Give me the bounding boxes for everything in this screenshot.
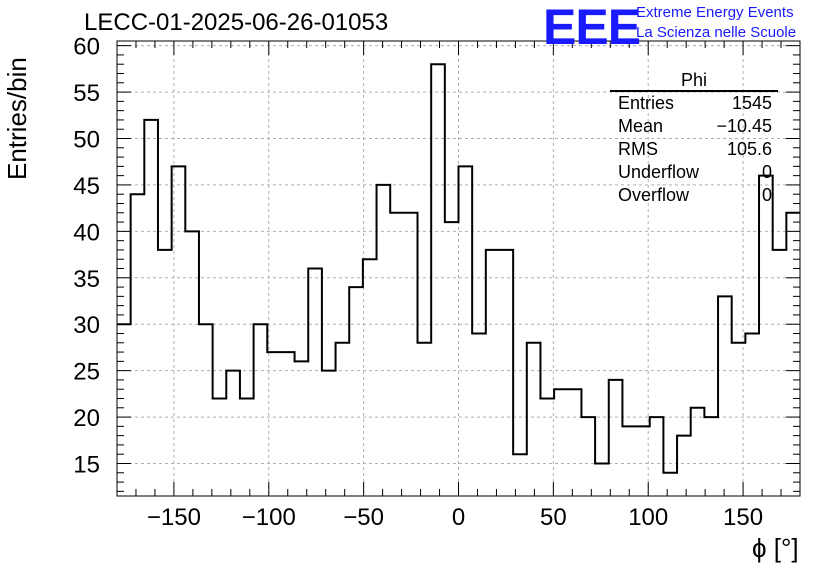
y-tick-label: 15 (73, 452, 100, 479)
histogram-bin (240, 399, 254, 497)
histogram-bin (295, 361, 309, 496)
histogram-bin (308, 269, 322, 497)
histogram-bin (472, 334, 486, 497)
y-tick-label: 25 (73, 359, 100, 386)
histogram-bin (213, 399, 227, 497)
histogram-bin (677, 436, 691, 496)
histogram-bin (144, 120, 158, 496)
histogram-bin (185, 231, 199, 496)
stats-value: −10.45 (716, 116, 772, 136)
x-tick-label: −150 (147, 504, 201, 531)
histogram-bin (267, 352, 281, 496)
x-tick-label: 0 (452, 504, 465, 531)
x-tick-label: −50 (343, 504, 384, 531)
histogram-bin (540, 399, 554, 497)
histogram-bin (568, 389, 582, 496)
stats-row-underflow: Underflow 0 (610, 161, 778, 184)
y-tick-label: 20 (73, 405, 100, 432)
stats-label: Entries (618, 93, 675, 113)
stats-name: Phi (610, 70, 778, 92)
histogram-bin (322, 371, 336, 496)
stats-label: Mean (618, 116, 664, 136)
stats-row-overflow: Overflow 0 (610, 184, 778, 207)
stats-label: Overflow (618, 185, 690, 205)
histogram-bin (158, 250, 172, 496)
stats-label: RMS (618, 139, 658, 159)
histogram-bin (131, 194, 145, 496)
stats-row-mean: Mean −10.45 (610, 115, 778, 138)
histogram-bin (199, 324, 213, 496)
logo-line-1: Extreme Energy Events (636, 4, 794, 21)
histogram-bin (595, 464, 609, 497)
x-axis-label: ϕ [°] (752, 533, 799, 563)
histogram-bin (745, 334, 759, 497)
histogram-bin (636, 426, 650, 496)
histogram-bin (499, 250, 513, 496)
histogram-bin (349, 287, 363, 496)
x-tick-label: −100 (242, 504, 296, 531)
histogram-bin (445, 222, 459, 496)
y-tick-label: 50 (73, 127, 100, 154)
stats-value: 0 (761, 162, 772, 182)
stats-value: 0 (761, 185, 772, 205)
stats-row-entries: Entries 1545 (610, 92, 778, 115)
histogram-bin (650, 417, 664, 496)
grid-lines (117, 41, 800, 496)
x-tick-label: 150 (723, 504, 763, 531)
histogram-bin (404, 213, 418, 496)
y-axis-label: Entries/bin (2, 57, 32, 180)
y-tick-label: 35 (73, 266, 100, 293)
y-tick-label: 55 (73, 80, 100, 107)
histogram-bins (117, 63, 800, 497)
histogram-bin (704, 417, 718, 496)
histogram-bin (622, 426, 636, 496)
stats-box: Phi Entries 1545 Mean −10.45 RMS 105.6 U… (610, 70, 778, 207)
histogram-bin (486, 250, 500, 496)
histogram-bin (418, 343, 432, 496)
histogram-line (117, 63, 800, 474)
tick-labels: −150 −100 −50 0 50 100 150 15 20 25 30 35 40 45 50 55 60 (73, 34, 763, 531)
x-tick-label: 50 (540, 504, 567, 531)
histogram-bin (459, 166, 473, 496)
histogram-bin (773, 250, 787, 496)
stats-label: Underflow (618, 162, 700, 182)
histogram-bin (786, 213, 800, 496)
histogram-bin (226, 371, 240, 496)
y-tick-label: 60 (73, 34, 100, 61)
histogram-bin (336, 343, 350, 496)
plot-frame (116, 40, 801, 497)
x-tick-label: 100 (628, 504, 668, 531)
histogram-bin (431, 64, 445, 496)
chart-title: LECC-01-2025-06-26-01053 (84, 9, 389, 36)
y-tick-label: 40 (73, 219, 100, 246)
histogram-bin (527, 343, 541, 496)
histogram-bin (581, 417, 595, 496)
stats-row-rms: RMS 105.6 (610, 138, 778, 161)
histogram-bin (554, 389, 568, 496)
histogram-bin (718, 296, 732, 496)
histogram-bin (281, 352, 295, 496)
histogram-bin (691, 408, 705, 496)
stats-value: 105.6 (726, 139, 772, 159)
eee-logo: EEE (543, 0, 641, 55)
histogram-bin (254, 324, 268, 496)
histogram-bin (117, 324, 131, 496)
logo-line-2: La Scienza nelle Scuole (636, 24, 797, 41)
y-tick-label: 45 (73, 173, 100, 200)
histogram-bin (390, 213, 404, 496)
stats-value: 1545 (731, 93, 772, 113)
histogram-bin (759, 176, 773, 496)
histogram-bin (609, 380, 623, 496)
histogram-bin (663, 473, 677, 496)
y-tick-label: 30 (73, 312, 100, 339)
histogram-bin (363, 259, 377, 496)
